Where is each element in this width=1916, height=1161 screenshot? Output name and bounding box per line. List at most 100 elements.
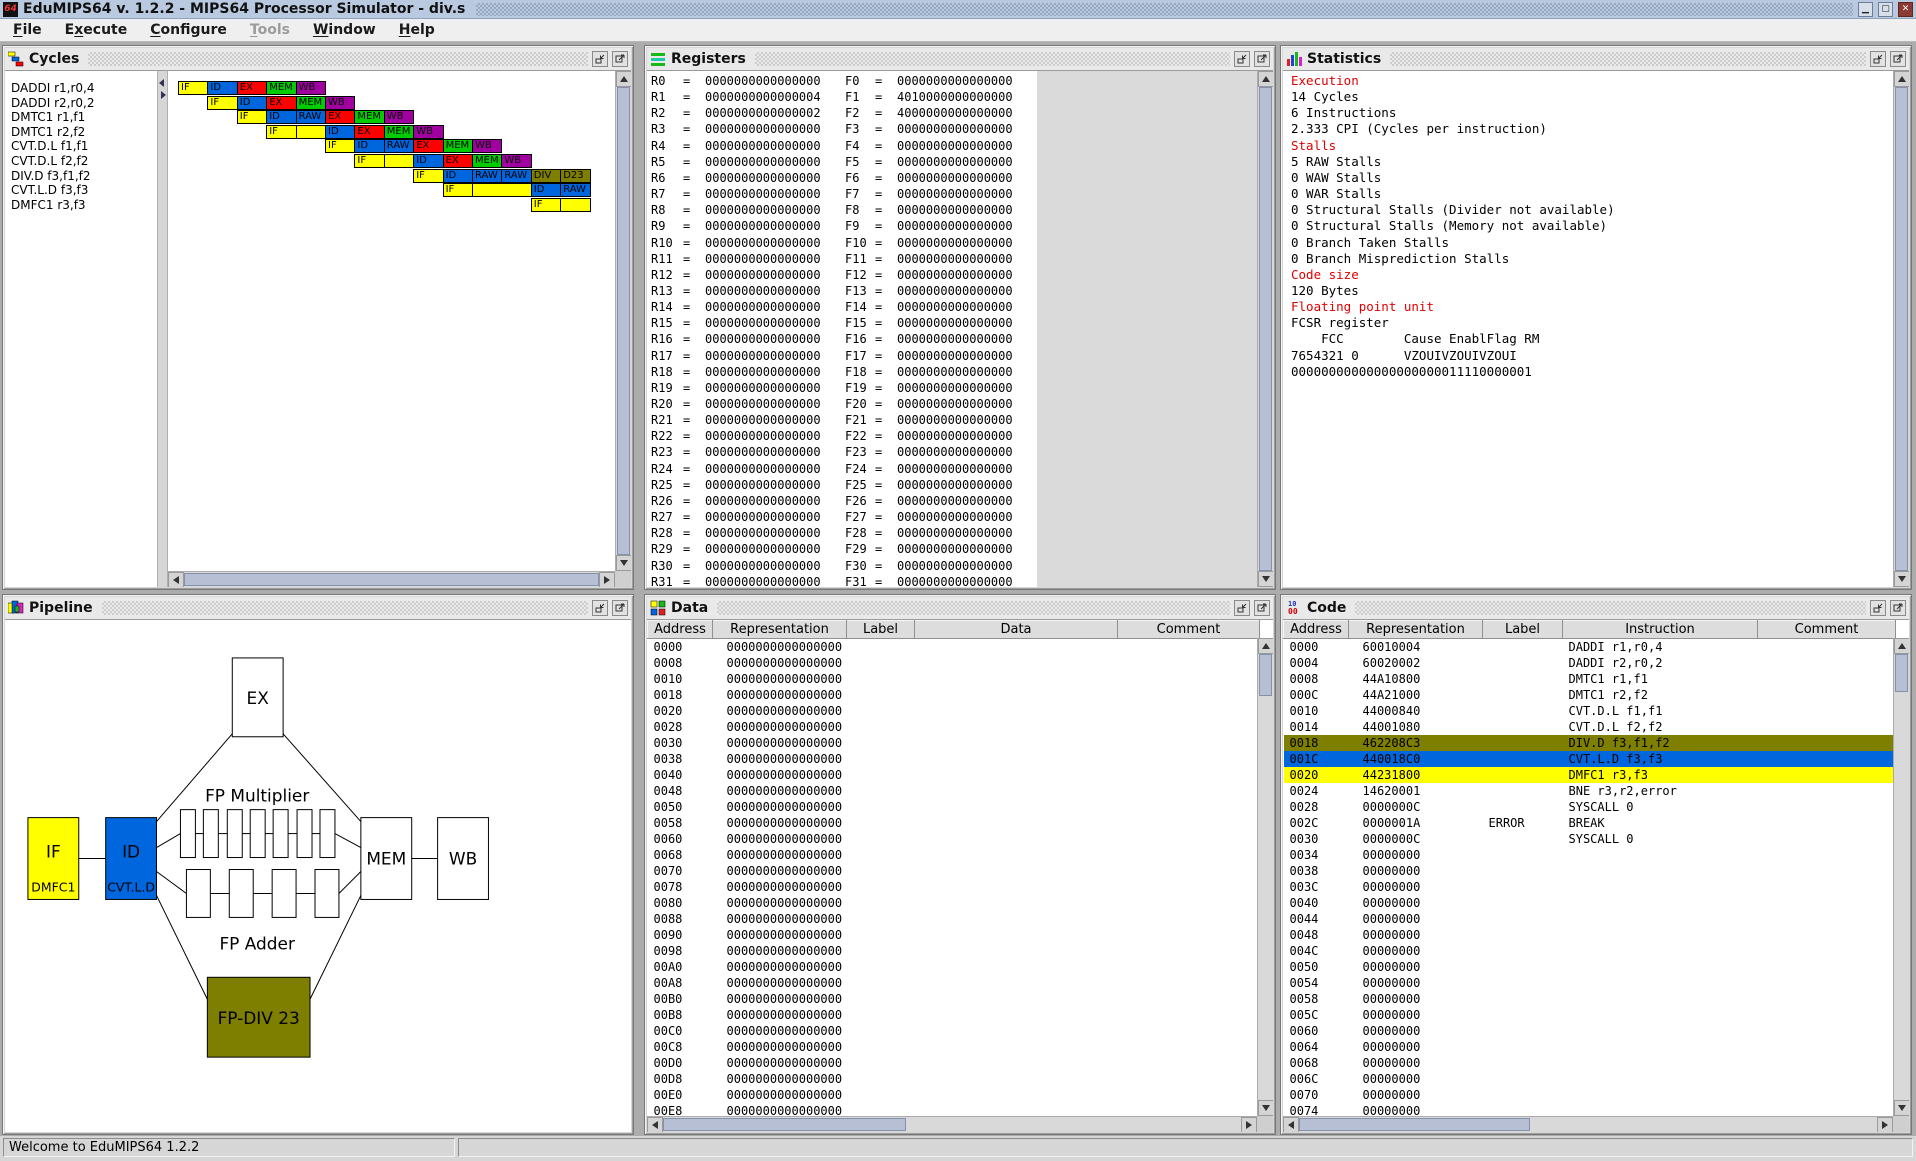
vertical-scrollbar[interactable] xyxy=(1257,71,1273,587)
minimize-button[interactable] xyxy=(1870,600,1886,616)
table-row: 0010 0000000000000000 xyxy=(648,671,1260,687)
horizontal-scrollbar[interactable] xyxy=(1283,1116,1893,1132)
column-header[interactable]: Address xyxy=(647,620,713,639)
maximize-button[interactable]: ▢ xyxy=(1878,1,1893,17)
register-re1: = xyxy=(683,138,691,153)
statistics-icon xyxy=(1286,51,1302,67)
scroll-down-button[interactable] xyxy=(616,555,631,571)
cycle-cell-stall xyxy=(560,197,591,212)
menu-execute[interactable]: Execute xyxy=(64,22,128,38)
cell-r: 0000000000000000 xyxy=(726,735,843,750)
column-header[interactable]: Comment xyxy=(1757,620,1896,639)
column-header[interactable]: Comment xyxy=(1117,620,1260,639)
scroll-thumb[interactable] xyxy=(1895,87,1908,571)
register-row: R4 = 0000000000000000 F4 = 0000000000000000 xyxy=(647,138,1037,154)
cell-l xyxy=(847,655,915,671)
cell-r: 0000000000000000 xyxy=(726,703,843,718)
scroll-thumb[interactable] xyxy=(663,1118,906,1131)
register-fv: 0000000000000000 xyxy=(897,526,1013,541)
register-re1: = xyxy=(683,380,691,395)
maximize-button[interactable] xyxy=(1254,51,1270,67)
vertical-scrollbar[interactable] xyxy=(1893,638,1909,1116)
vertical-scrollbar[interactable] xyxy=(615,71,631,571)
status-spacer xyxy=(458,1138,1913,1157)
scroll-up-button[interactable] xyxy=(616,71,631,87)
scroll-down-button[interactable] xyxy=(1258,571,1273,587)
horizontal-scrollbar[interactable] xyxy=(647,1116,1257,1132)
scroll-left-button[interactable] xyxy=(647,1117,663,1132)
scroll-track[interactable] xyxy=(616,87,631,555)
cell-r: 0000001A xyxy=(1362,815,1421,830)
scroll-track[interactable] xyxy=(1894,87,1909,571)
scroll-thumb[interactable] xyxy=(1259,87,1272,571)
scroll-thumb[interactable] xyxy=(1259,654,1272,696)
maximize-button[interactable] xyxy=(1890,600,1906,616)
column-header[interactable]: Instruction xyxy=(1562,620,1758,639)
scroll-thumb[interactable] xyxy=(1299,1118,1531,1131)
minimize-button[interactable] xyxy=(1870,51,1886,67)
scroll-thumb[interactable] xyxy=(617,87,630,555)
scroll-track[interactable] xyxy=(1258,87,1273,571)
scroll-down-button[interactable] xyxy=(1894,1100,1909,1116)
scroll-track[interactable] xyxy=(1258,654,1273,1100)
register-fv: 0000000000000000 xyxy=(897,154,1013,169)
scroll-right-button[interactable] xyxy=(599,572,615,587)
close-button[interactable]: ✕ xyxy=(1898,1,1913,17)
cycle-cell-wb: WB xyxy=(501,154,532,168)
split-collapse-right-icon[interactable] xyxy=(161,91,166,99)
column-header[interactable]: Representation xyxy=(1348,620,1483,639)
cell-r: 0000000000000000 xyxy=(726,655,843,670)
minimize-button[interactable] xyxy=(592,600,608,616)
register-rn: R17 xyxy=(651,348,673,363)
split-divider[interactable] xyxy=(157,71,168,587)
statistics-line: 0 WAW Stalls xyxy=(1291,169,1382,185)
scroll-track[interactable] xyxy=(1894,654,1909,1100)
maximize-button[interactable] xyxy=(1254,600,1270,616)
column-header[interactable]: Representation xyxy=(712,620,847,639)
register-rv: 0000000000000000 xyxy=(705,445,821,460)
scroll-up-button[interactable] xyxy=(1894,71,1909,87)
vertical-scrollbar[interactable] xyxy=(1893,71,1909,587)
minimize-button[interactable] xyxy=(1234,51,1250,67)
register-row: R18 = 0000000000000000 F18 = 0000000000000000 xyxy=(647,364,1037,380)
minimize-button[interactable] xyxy=(1234,600,1250,616)
column-header[interactable]: Address xyxy=(1283,620,1349,639)
minimize-button[interactable]: ▁ xyxy=(1858,1,1873,17)
scroll-track[interactable] xyxy=(1299,1117,1877,1132)
if-label: IF xyxy=(46,842,61,862)
menu-help[interactable]: Help xyxy=(398,22,435,38)
scroll-track[interactable] xyxy=(663,1117,1241,1132)
maximize-button[interactable] xyxy=(612,600,628,616)
column-header[interactable]: Label xyxy=(846,620,915,639)
maximize-button[interactable] xyxy=(1890,51,1906,67)
maximize-button[interactable] xyxy=(612,51,628,67)
cell-a: 0000 xyxy=(653,639,683,654)
register-re2: = xyxy=(875,477,883,492)
minimize-button[interactable] xyxy=(592,51,608,67)
menu-tools[interactable]: Tools xyxy=(249,22,290,38)
column-header[interactable]: Data xyxy=(914,620,1118,639)
scroll-track[interactable] xyxy=(184,572,599,587)
scroll-left-button[interactable] xyxy=(1283,1117,1299,1132)
cell-l xyxy=(1483,991,1563,1007)
scroll-up-button[interactable] xyxy=(1258,638,1273,654)
scroll-left-button[interactable] xyxy=(168,572,184,587)
data-window: Data Address Representation Label Data Comme… xyxy=(644,594,1276,1135)
menu-window[interactable]: Window xyxy=(312,22,376,38)
cell-a: 00A0 xyxy=(653,959,683,974)
vertical-scrollbar[interactable] xyxy=(1257,638,1273,1116)
scroll-right-button[interactable] xyxy=(1877,1117,1893,1132)
scroll-up-button[interactable] xyxy=(1258,71,1273,87)
menu-configure[interactable]: Configure xyxy=(150,22,227,38)
column-header[interactable]: Label xyxy=(1482,620,1563,639)
scroll-down-button[interactable] xyxy=(1894,571,1909,587)
scroll-down-button[interactable] xyxy=(1258,1100,1273,1116)
menu-file[interactable]: File xyxy=(13,22,42,38)
cell-a: 0058 xyxy=(653,815,683,830)
scroll-thumb[interactable] xyxy=(184,573,599,586)
scroll-up-button[interactable] xyxy=(1894,638,1909,654)
scroll-right-button[interactable] xyxy=(1241,1117,1257,1132)
horizontal-scrollbar[interactable] xyxy=(168,571,615,587)
split-collapse-left-icon[interactable] xyxy=(159,79,164,87)
scroll-thumb[interactable] xyxy=(1895,654,1908,692)
